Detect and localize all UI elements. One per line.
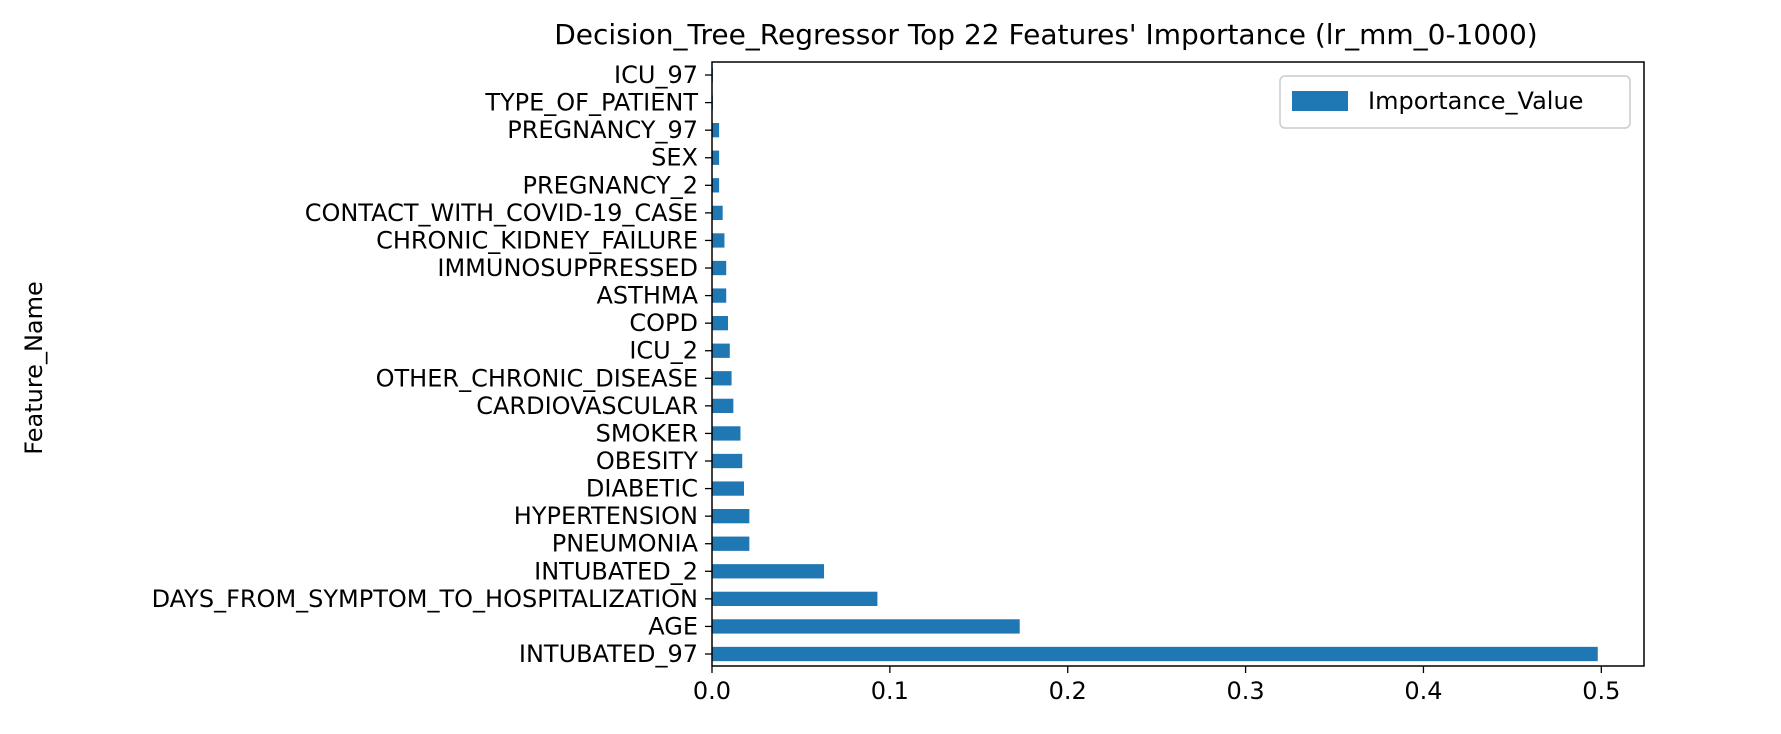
bar — [712, 123, 720, 138]
y-tick-label: CONTACT_WITH_COVID-19_CASE — [305, 199, 698, 227]
x-tick-label: 0.0 — [693, 677, 731, 705]
bar — [712, 646, 1598, 662]
y-ticks-group: INTUBATED_97AGEDAYS_FROM_SYMPTOM_TO_HOSP… — [152, 61, 712, 668]
bar — [712, 509, 750, 524]
y-tick-label: OBESITY — [596, 447, 698, 475]
y-tick-label: INTUBATED_2 — [534, 557, 698, 585]
bar — [712, 260, 727, 276]
chart-title: Decision_Tree_Regressor Top 22 Features'… — [554, 18, 1537, 51]
y-tick-label: OTHER_CHRONIC_DISEASE — [376, 364, 698, 392]
x-tick-label: 0.1 — [871, 677, 909, 705]
bar — [712, 343, 730, 358]
bar — [712, 453, 743, 469]
y-tick-label: AGE — [648, 612, 698, 640]
bar — [712, 591, 878, 607]
x-tick-label: 0.3 — [1227, 677, 1265, 705]
x-tick-label: 0.2 — [1049, 677, 1087, 705]
bar — [712, 371, 732, 386]
bar — [712, 481, 745, 496]
y-tick-label: ASTHMA — [597, 282, 699, 310]
bar — [712, 316, 729, 331]
x-tick-label: 0.4 — [1404, 677, 1442, 705]
y-axis-label: Feature_Name — [20, 281, 48, 455]
plot-frame — [711, 61, 1645, 667]
y-tick-label: PNEUMONIA — [552, 530, 699, 558]
bar — [712, 398, 734, 414]
y-tick-label: DAYS_FROM_SYMPTOM_TO_HOSPITALIZATION — [152, 585, 698, 613]
bar — [712, 150, 720, 165]
legend-label: Importance_Value — [1368, 87, 1583, 115]
y-tick-label: SMOKER — [596, 419, 698, 447]
y-tick-label: CHRONIC_KIDNEY_FAILURE — [376, 226, 698, 254]
bar — [712, 178, 720, 193]
bar — [712, 233, 725, 248]
y-tick-label: SEX — [651, 144, 698, 172]
y-tick-label: PREGNANCY_2 — [523, 171, 699, 199]
legend: Importance_Value — [1279, 75, 1631, 129]
bar — [712, 619, 1020, 634]
y-tick-label: ICU_97 — [614, 61, 698, 89]
legend-frame — [1279, 75, 1631, 129]
y-tick-label: TYPE_OF_PATIENT — [484, 89, 698, 117]
y-tick-label: PREGNANCY_97 — [507, 116, 698, 144]
x-ticks-group: 0.0 0.1 0.2 0.3 0.4 0.5 — [693, 666, 1620, 705]
bar — [712, 564, 825, 579]
y-tick-label: CARDIOVASCULAR — [476, 392, 698, 420]
y-tick-label: ICU_2 — [629, 337, 698, 365]
x-tick-label: 0.5 — [1582, 677, 1620, 705]
y-tick-label: COPD — [629, 309, 698, 337]
y-tick-label: HYPERTENSION — [514, 502, 698, 530]
bar — [712, 205, 723, 221]
bars-group — [712, 67, 1598, 662]
legend-swatch — [1292, 91, 1348, 111]
bar — [712, 426, 741, 441]
y-tick-label: INTUBATED_97 — [519, 640, 698, 668]
bar — [712, 288, 727, 303]
y-tick-label: IMMUNOSUPPRESSED — [437, 254, 698, 282]
bar — [712, 536, 750, 551]
y-tick-label: DIABETIC — [586, 475, 698, 503]
